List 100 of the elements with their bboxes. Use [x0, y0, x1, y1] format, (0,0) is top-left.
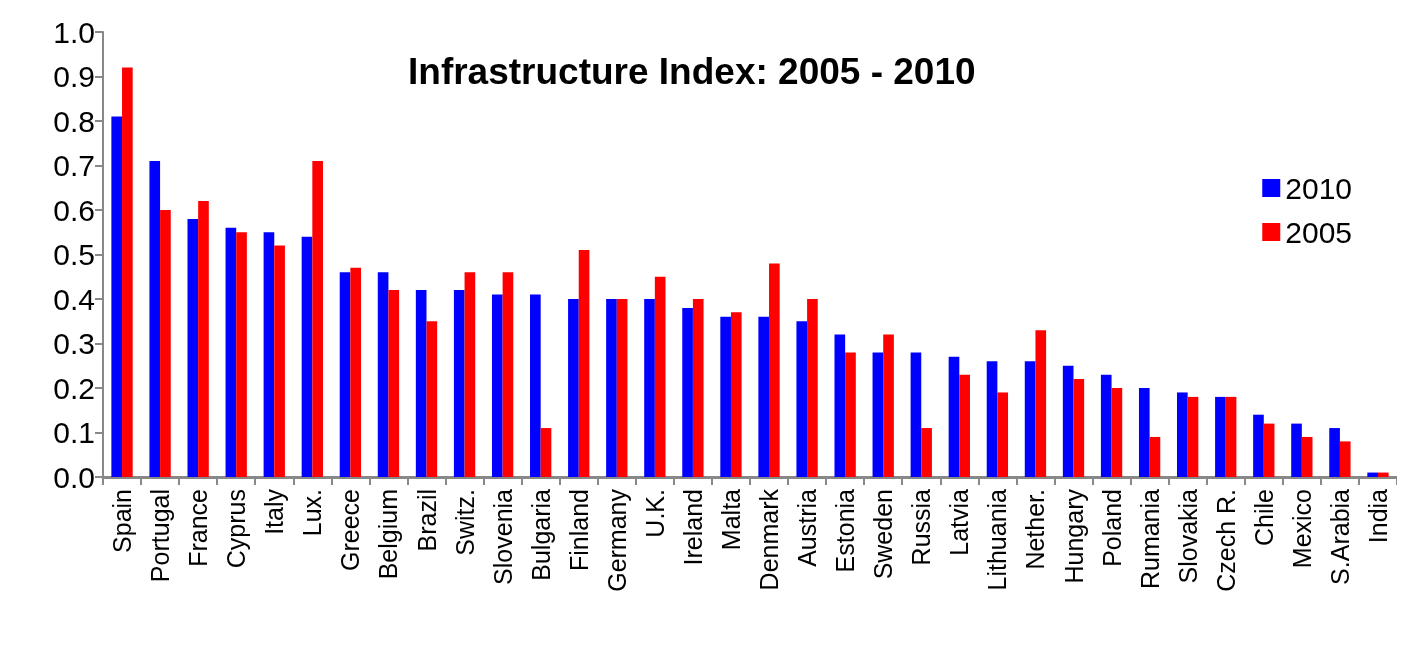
bar	[1263, 423, 1275, 477]
y-tick-label: 0.3	[53, 327, 95, 360]
bar	[1339, 441, 1351, 477]
bar	[491, 294, 503, 477]
x-tick-label: Bulgaria	[526, 488, 555, 581]
bar	[312, 161, 323, 477]
text: Infrastructure Index: 2005 - 2010	[408, 51, 976, 92]
x-tick-label: Germany	[602, 488, 631, 592]
x-tick-label: Italy	[260, 488, 289, 535]
bar	[644, 299, 655, 477]
bar	[730, 312, 742, 477]
bar	[149, 161, 161, 477]
bar	[682, 307, 693, 477]
y-tick-label: 0.6	[53, 193, 95, 227]
bar	[350, 267, 362, 477]
bar	[1138, 388, 1150, 477]
bar	[1062, 365, 1074, 477]
x-tick-label: S.Arabia	[1325, 488, 1354, 585]
x-tick-label: Hungary	[1059, 488, 1088, 584]
x-tick-label: U.K.	[640, 489, 669, 538]
x-tick-label: Austria	[793, 488, 822, 567]
bar	[263, 232, 275, 477]
legend-label: 2010	[1285, 171, 1353, 205]
bar	[1177, 392, 1188, 477]
bar	[415, 290, 427, 477]
bar	[301, 236, 313, 477]
x-tick-label: Czech R.	[1211, 489, 1240, 592]
x-tick-label: Denmark	[755, 488, 784, 591]
bar	[464, 272, 476, 477]
bar	[654, 276, 666, 477]
bar	[883, 334, 894, 477]
x-tick-label: Sweden	[869, 489, 898, 580]
x-tick-label: Slovakia	[1173, 488, 1202, 584]
y-tick-label: 0.2	[53, 371, 95, 405]
x-tick-label: Cyprus	[222, 489, 251, 569]
x-tick-label: Ireland	[678, 489, 707, 566]
x-tick-label: France	[184, 489, 213, 567]
x-tick-label: Brazil	[412, 489, 441, 552]
bar	[872, 352, 884, 477]
x-tick-label: Poland	[1097, 489, 1126, 567]
bar	[986, 361, 998, 477]
x-tick-label: Lux.	[298, 489, 327, 537]
x-tick-label: Switz.	[450, 489, 479, 556]
x-tick-label: Mexico	[1287, 489, 1316, 569]
bar	[1149, 436, 1161, 477]
y-tick-label: 1.0	[53, 15, 95, 49]
bar	[758, 316, 770, 477]
bar	[959, 374, 970, 477]
y-tick-label: 0.4	[53, 282, 95, 316]
bar	[1377, 472, 1389, 477]
bar	[160, 210, 171, 477]
bar	[910, 352, 922, 477]
x-tick-label: Nether.	[1021, 489, 1050, 570]
x-tick-label: Greece	[336, 489, 365, 571]
y-tick-label: 0.9	[53, 60, 95, 93]
y-tick-label: 0.7	[53, 149, 95, 182]
bar	[578, 250, 590, 477]
x-tick-label: Slovenia	[488, 488, 517, 585]
bar	[568, 299, 579, 477]
bar	[606, 299, 617, 477]
legend-label: 2005	[1285, 215, 1353, 249]
bar	[530, 294, 541, 477]
bar	[1111, 388, 1123, 477]
bar	[1073, 379, 1085, 477]
bar	[540, 428, 552, 477]
bar	[807, 299, 818, 477]
y-tick-label: 0.1	[53, 416, 95, 449]
bar	[997, 392, 1009, 477]
bar	[845, 352, 856, 477]
bar	[502, 272, 514, 477]
bar	[453, 290, 465, 477]
x-tick-label: Belgium	[374, 489, 403, 580]
bar	[198, 201, 209, 477]
bar	[426, 321, 438, 477]
bar	[1253, 414, 1264, 477]
bar	[616, 299, 628, 477]
bar	[1035, 330, 1047, 477]
bar	[769, 263, 780, 477]
x-tick-label: Estonia	[831, 488, 860, 573]
bar	[1301, 436, 1313, 477]
bar	[1187, 396, 1199, 477]
x-tick-label: Portugal	[146, 489, 175, 583]
bar	[388, 290, 400, 477]
bar	[1215, 396, 1226, 477]
bar	[1329, 428, 1340, 477]
bar	[948, 356, 960, 477]
bar	[122, 67, 133, 477]
bar	[377, 272, 389, 477]
x-tick-label: Malta	[716, 488, 745, 551]
bar	[796, 321, 808, 477]
y-tick-label: 0.5	[53, 238, 95, 271]
x-tick-label: Russia	[907, 488, 936, 566]
bar	[274, 245, 285, 477]
bar	[921, 428, 932, 477]
x-tick-label: Lithuania	[983, 488, 1012, 591]
bar	[692, 299, 704, 477]
bar	[1225, 396, 1237, 477]
y-tick-label: 0.0	[53, 460, 95, 494]
y-tick-label: 0.8	[53, 104, 95, 138]
bar	[111, 116, 123, 477]
